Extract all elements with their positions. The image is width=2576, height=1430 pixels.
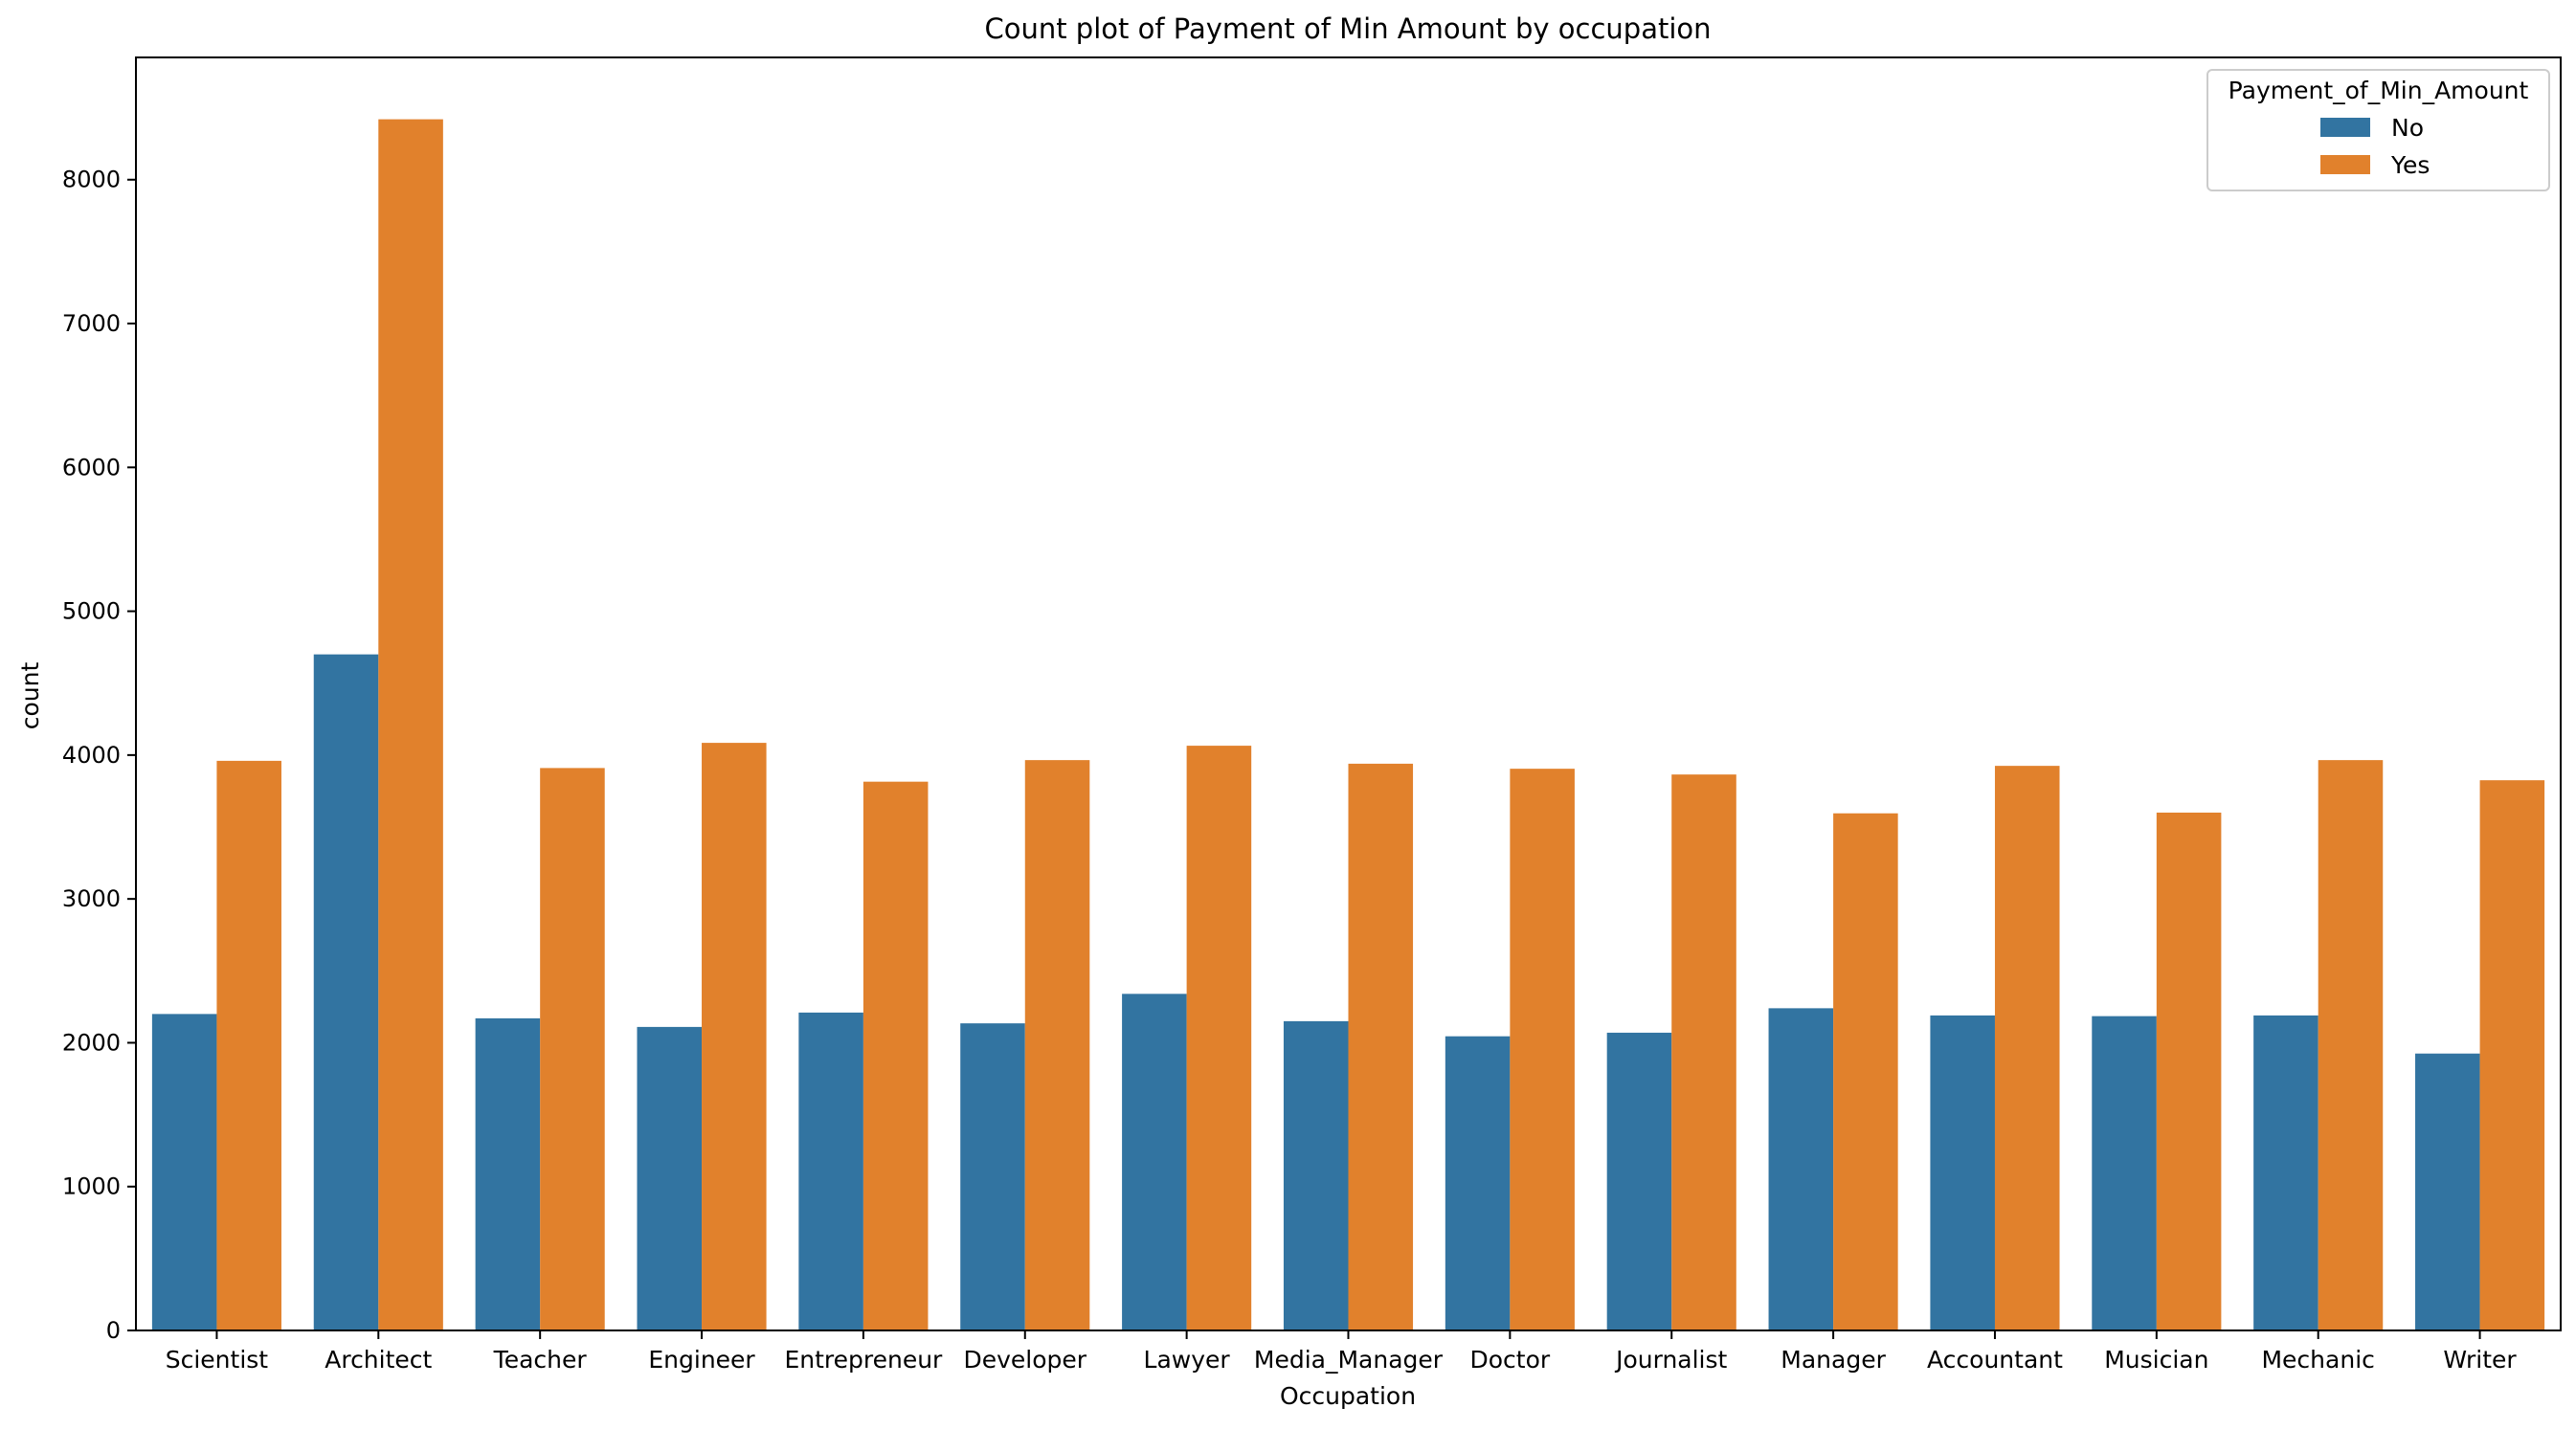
bar-yes-entrepreneur: [862, 781, 929, 1330]
y-tick-label: 1000: [62, 1173, 121, 1200]
y-tick-label: 7000: [62, 310, 121, 337]
bar-yes-developer: [1024, 760, 1090, 1330]
legend-title: Payment_of_Min_Amount: [2229, 77, 2529, 104]
x-tick-label: Musician: [2104, 1346, 2208, 1374]
bar-no-teacher: [475, 1017, 541, 1330]
y-tick-label: 4000: [62, 742, 121, 769]
x-tick-label: Developer: [963, 1346, 1086, 1374]
bar-no-engineer: [637, 1026, 703, 1330]
chart-title: Count plot of Payment of Min Amount by o…: [984, 12, 1711, 45]
bar-yes-media_manager: [1348, 763, 1414, 1330]
legend-swatch-no: [2320, 118, 2370, 137]
x-tick-label: Journalist: [1614, 1346, 1727, 1374]
bar-yes-engineer: [702, 743, 767, 1330]
bar-no-scientist: [151, 1014, 217, 1330]
bars-layer: [151, 119, 2545, 1331]
y-tick-label: 2000: [62, 1029, 121, 1056]
bar-yes-manager: [1833, 813, 1898, 1330]
bar-no-writer: [2415, 1053, 2480, 1330]
bar-no-journalist: [1606, 1032, 1672, 1330]
bar-no-accountant: [1930, 1015, 1995, 1330]
x-axis-label: Occupation: [1280, 1382, 1416, 1410]
x-tick-label: Teacher: [493, 1346, 588, 1374]
x-tick-label: Doctor: [1470, 1346, 1551, 1374]
bar-no-doctor: [1445, 1036, 1511, 1330]
y-tick-label: 0: [106, 1317, 121, 1344]
bar-yes-architect: [378, 119, 443, 1331]
bar-no-media_manager: [1283, 1020, 1349, 1330]
legend-box: [2206, 69, 2550, 191]
bar-no-entrepreneur: [798, 1012, 863, 1330]
legend-label-yes: Yes: [2390, 151, 2430, 179]
legend: Payment_of_Min_Amount No Yes: [2206, 69, 2550, 191]
bar-yes-doctor: [1510, 769, 1575, 1330]
bar-no-manager: [1768, 1008, 1834, 1330]
x-tick-label: Accountant: [1927, 1346, 2063, 1374]
bar-yes-lawyer: [1186, 746, 1252, 1330]
y-axis-label: count: [16, 662, 44, 730]
bar-yes-scientist: [216, 760, 281, 1330]
bar-no-mechanic: [2253, 1015, 2318, 1330]
x-tick-label: Lawyer: [1144, 1346, 1231, 1374]
x-tick-label: Architect: [325, 1346, 432, 1374]
bar-no-developer: [960, 1023, 1025, 1330]
legend-label-no: No: [2391, 114, 2424, 142]
legend-swatch-yes: [2320, 155, 2370, 174]
bar-yes-journalist: [1671, 774, 1736, 1330]
bar-yes-mechanic: [2318, 760, 2384, 1330]
bar-yes-writer: [2479, 780, 2545, 1330]
y-tick-label: 5000: [62, 598, 121, 625]
x-tick-label: Media_Manager: [1254, 1346, 1444, 1374]
axes-layer: 0 1000 2000 3000 4000 5000 6000 7000 8000 Scienti…: [62, 56, 2562, 1374]
x-tick-label: Entrepreneur: [784, 1346, 943, 1374]
x-tick-label: Manager: [1781, 1346, 1886, 1374]
x-tick-label: Engineer: [648, 1346, 755, 1374]
bar-no-musician: [2092, 1016, 2157, 1330]
x-tick-label: Mechanic: [2261, 1346, 2374, 1374]
bar-no-lawyer: [1122, 994, 1187, 1330]
y-tick-label: 8000: [62, 167, 121, 193]
x-tick-label: Writer: [2443, 1346, 2517, 1374]
bar-yes-accountant: [1994, 766, 2060, 1330]
bar-no-architect: [313, 654, 379, 1330]
bar-yes-musician: [2156, 812, 2222, 1330]
x-tick-label: Scientist: [166, 1346, 269, 1374]
y-tick-label: 6000: [62, 454, 121, 480]
bar-yes-teacher: [540, 768, 605, 1330]
y-tick-label: 3000: [62, 885, 121, 912]
